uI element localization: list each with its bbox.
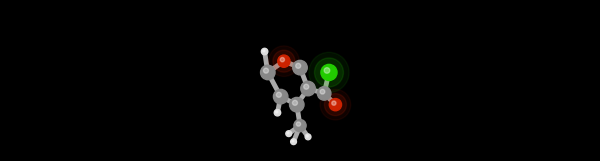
Circle shape [296, 122, 301, 126]
Circle shape [293, 60, 307, 75]
Circle shape [280, 57, 284, 62]
Circle shape [307, 135, 308, 137]
Circle shape [304, 84, 309, 89]
Circle shape [292, 100, 298, 105]
Circle shape [260, 65, 275, 80]
Circle shape [320, 89, 325, 94]
Circle shape [263, 50, 265, 52]
Circle shape [278, 55, 290, 67]
Circle shape [290, 139, 296, 145]
Circle shape [277, 92, 281, 97]
Circle shape [329, 99, 341, 111]
Circle shape [292, 140, 294, 142]
Circle shape [262, 48, 268, 55]
Circle shape [287, 132, 289, 134]
Circle shape [294, 119, 306, 132]
Circle shape [290, 97, 304, 112]
Circle shape [324, 68, 330, 73]
Circle shape [309, 52, 349, 93]
Circle shape [273, 50, 295, 72]
Circle shape [325, 94, 346, 116]
Circle shape [314, 58, 343, 87]
Circle shape [275, 111, 278, 113]
Circle shape [296, 63, 301, 68]
Circle shape [317, 87, 331, 100]
Circle shape [286, 131, 292, 137]
Circle shape [321, 64, 337, 80]
Circle shape [269, 46, 299, 76]
Circle shape [301, 81, 315, 96]
Circle shape [320, 89, 351, 120]
Circle shape [263, 68, 269, 73]
Circle shape [305, 134, 311, 140]
Circle shape [274, 109, 281, 116]
Circle shape [274, 89, 288, 104]
Circle shape [332, 101, 336, 105]
